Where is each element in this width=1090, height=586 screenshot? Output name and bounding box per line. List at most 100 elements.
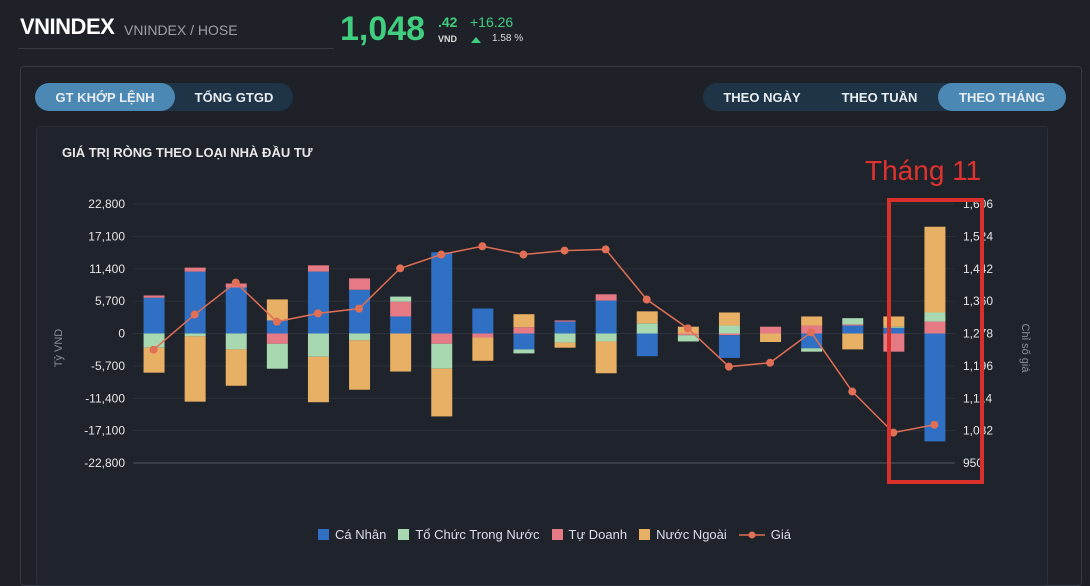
bar-segment xyxy=(513,327,535,334)
y-tick-label: 17,100 xyxy=(88,229,125,243)
bar-segment xyxy=(225,333,247,350)
bar-segment xyxy=(801,348,823,352)
price-integer: 1,048 xyxy=(340,10,426,48)
bar-segment xyxy=(677,333,699,336)
bar-segment xyxy=(554,342,576,348)
y-tick-label: 22,800 xyxy=(88,197,125,211)
price-point xyxy=(560,246,569,255)
bar-segment xyxy=(143,297,165,334)
bar-segment xyxy=(760,333,782,343)
bar-segment xyxy=(924,333,946,442)
swatch xyxy=(639,529,651,540)
y2-axis-label: Chỉ số giá xyxy=(1019,324,1031,374)
y2-tick-label: 1,278 xyxy=(963,327,993,341)
tab-theo-thang[interactable]: THEO THÁNG xyxy=(938,83,1066,111)
price-point xyxy=(601,245,610,254)
bar-segment xyxy=(307,265,329,272)
price-point xyxy=(930,420,939,429)
currency-label: VND xyxy=(438,34,458,44)
chart-title: GIÁ TRỊ RÒNG THEO LOẠI NHÀ ĐẦU TƯ xyxy=(62,145,313,160)
price-point xyxy=(396,264,405,273)
annotation-label: Tháng 11 xyxy=(865,155,982,186)
bar-segment xyxy=(431,333,453,344)
legend: Cá Nhân Tổ Chức Trong Nước Tự Doanh Nước… xyxy=(318,527,791,542)
bar-segment xyxy=(718,325,740,334)
bar-segment xyxy=(513,314,535,328)
bar-segment xyxy=(143,347,165,373)
bar-segment xyxy=(554,333,576,343)
y-tick-label: -17,100 xyxy=(84,424,125,438)
bar-segment xyxy=(842,324,864,326)
bar-segment xyxy=(513,349,535,354)
bar-segment xyxy=(184,271,206,334)
price-point xyxy=(313,309,322,318)
legend-label: Tổ Chức Trong Nước xyxy=(415,527,540,542)
bar-segment xyxy=(472,337,494,361)
y-tick-label: 11,400 xyxy=(89,262,125,276)
tab-theo-tuan[interactable]: THEO TUẦN xyxy=(841,89,918,105)
exchange-subtitle: VNINDEX / HOSE xyxy=(124,22,238,38)
line-marker-icon xyxy=(738,531,765,538)
legend-item-ca-nhan[interactable]: Cá Nhân xyxy=(318,527,386,542)
tab-gt-khop-lenh[interactable]: GT KHỚP LỆNH xyxy=(35,83,175,111)
bar-segment xyxy=(595,300,617,334)
tab-theo-ngay[interactable]: THEO NGÀY xyxy=(723,89,801,105)
bar-segment xyxy=(266,333,288,344)
value-type-toggle: GT KHỚP LỆNH TỔNG GTGD xyxy=(35,83,293,111)
bar-segment xyxy=(472,308,494,334)
price-point xyxy=(519,250,528,259)
bar-segment xyxy=(554,320,576,322)
bar-segment xyxy=(307,356,329,403)
price-point xyxy=(272,317,281,326)
bar-segment xyxy=(760,326,782,334)
price-line xyxy=(153,245,935,434)
bar-segment xyxy=(883,316,905,327)
legend-item-nuoc-ngoai[interactable]: Nước Ngoài xyxy=(639,527,727,542)
legend-item-tu-doanh[interactable]: Tự Doanh xyxy=(551,527,627,542)
y-tick-label: -11,400 xyxy=(85,391,125,405)
price-point xyxy=(149,345,158,354)
price-point xyxy=(190,310,199,319)
bar-segment xyxy=(554,321,576,334)
legend-label: Giá xyxy=(770,527,792,542)
period-toggle: THEO NGÀY THEO TUẦN THEO THÁNG xyxy=(703,83,1066,111)
y-axis-label: Tỷ VND xyxy=(53,329,65,368)
y2-tick-label: 1,114 xyxy=(963,391,992,405)
tab-tong-gtgd[interactable]: TỔNG GTGD xyxy=(194,89,274,105)
bar-segment xyxy=(431,343,453,369)
bar-segment xyxy=(390,301,412,317)
bar-segment xyxy=(349,340,371,390)
bar-segment xyxy=(718,335,740,358)
legend-item-gia[interactable]: Giá xyxy=(738,527,792,542)
bar-segment xyxy=(143,333,165,348)
y-tick-label: -5,700 xyxy=(91,359,125,373)
bar-segment xyxy=(801,316,823,326)
legend-label: Nước Ngoài xyxy=(656,527,727,542)
bar-segment xyxy=(636,323,658,334)
bar-segment xyxy=(349,333,371,341)
bar-segment xyxy=(718,312,740,326)
bar-segment xyxy=(472,333,494,338)
legend-label: Cá Nhân xyxy=(335,527,387,542)
y2-tick-label: 1,442 xyxy=(963,262,993,276)
bar-segment xyxy=(883,327,905,334)
bar-segment xyxy=(184,333,206,337)
divider xyxy=(18,48,334,49)
bar-segment xyxy=(924,312,946,322)
bar-segment xyxy=(225,349,247,386)
bar-segment xyxy=(390,296,412,302)
bar-segment xyxy=(924,226,946,313)
change-percent: 1.58 % xyxy=(492,33,524,44)
bar-segment xyxy=(390,316,412,334)
bar-segment xyxy=(842,318,864,325)
legend-item-to-chuc[interactable]: Tổ Chức Trong Nước xyxy=(398,527,540,542)
bar-segment xyxy=(143,295,165,298)
price-point xyxy=(683,324,692,333)
bar-segment xyxy=(307,333,329,357)
y2-tick-label: 1,524 xyxy=(963,229,993,243)
y2-tick-label: 1,360 xyxy=(963,294,993,308)
bar-segment xyxy=(349,278,371,290)
y2-tick-label: 1,032 xyxy=(963,424,993,438)
bar-segment xyxy=(924,321,946,334)
bar-segment xyxy=(842,325,864,334)
